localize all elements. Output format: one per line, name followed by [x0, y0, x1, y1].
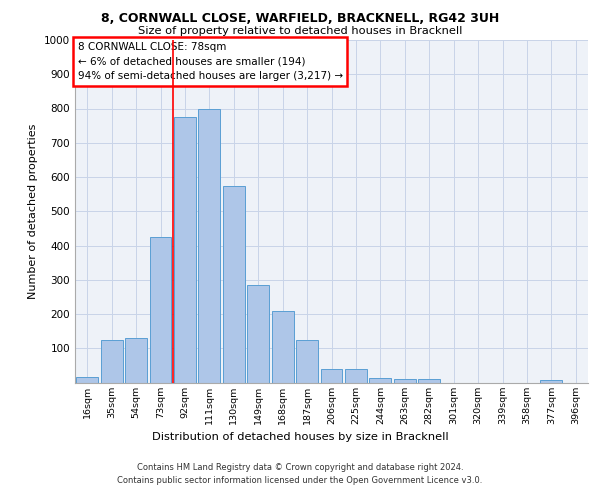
Bar	[370, 378, 391, 382]
Bar	[394, 379, 416, 382]
Bar	[125, 338, 147, 382]
Y-axis label: Number of detached properties: Number of detached properties	[28, 124, 38, 299]
Text: Size of property relative to detached houses in Bracknell: Size of property relative to detached ho…	[138, 26, 462, 36]
Bar	[223, 186, 245, 382]
Bar	[76, 378, 98, 382]
Text: Distribution of detached houses by size in Bracknell: Distribution of detached houses by size …	[152, 432, 448, 442]
Bar	[541, 380, 562, 382]
Bar	[247, 285, 269, 382]
Text: 8 CORNWALL CLOSE: 78sqm
← 6% of detached houses are smaller (194)
94% of semi-de: 8 CORNWALL CLOSE: 78sqm ← 6% of detached…	[77, 42, 343, 82]
Text: 8, CORNWALL CLOSE, WARFIELD, BRACKNELL, RG42 3UH: 8, CORNWALL CLOSE, WARFIELD, BRACKNELL, …	[101, 12, 499, 24]
Bar	[320, 369, 343, 382]
Text: Contains HM Land Registry data © Crown copyright and database right 2024.
Contai: Contains HM Land Registry data © Crown c…	[118, 464, 482, 485]
Bar	[345, 369, 367, 382]
Bar	[272, 310, 293, 382]
Bar	[418, 379, 440, 382]
Bar	[149, 237, 172, 382]
Bar	[101, 340, 122, 382]
Bar	[174, 117, 196, 382]
Bar	[296, 340, 318, 382]
Bar	[199, 108, 220, 382]
